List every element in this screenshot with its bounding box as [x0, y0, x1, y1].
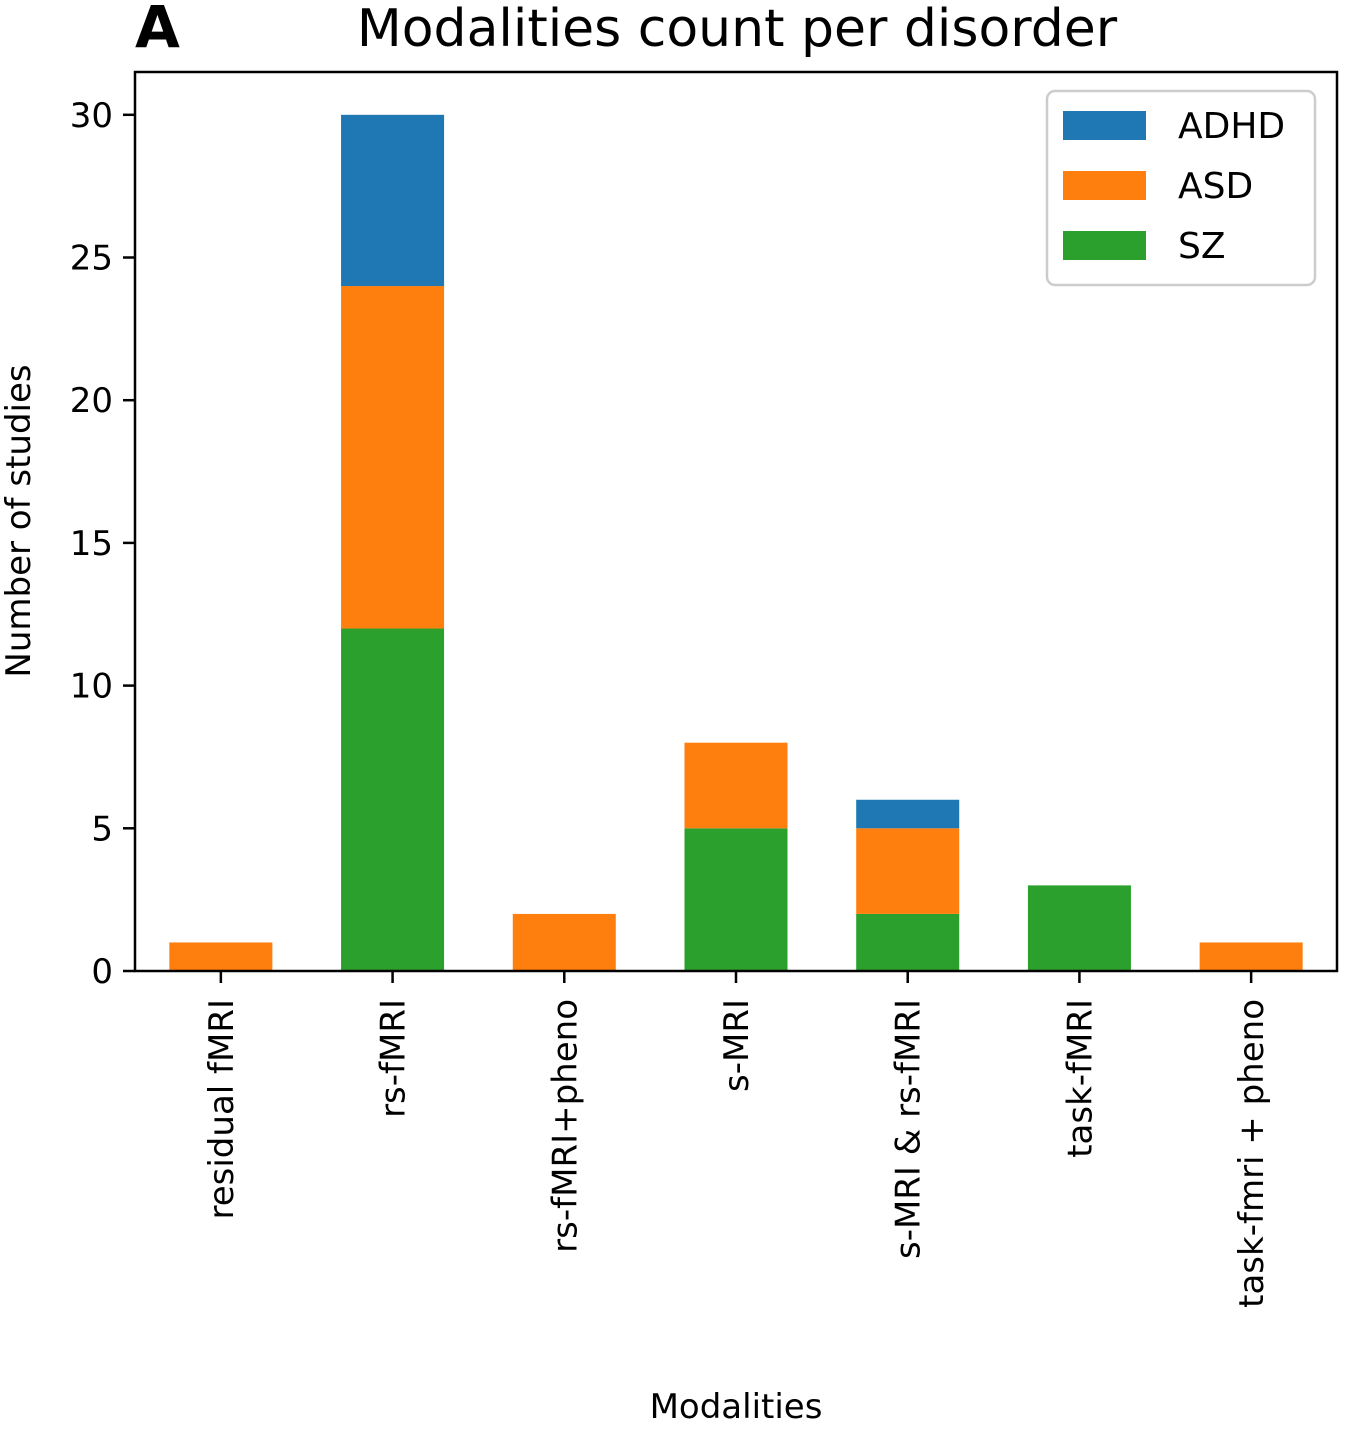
y-tick-label-7: 30 [70, 96, 113, 136]
x-tick-label-3: rs-fMRI+pheno [545, 999, 585, 1253]
chart-title: Modalities count per disorder [357, 0, 1118, 59]
y-tick-label-5: 20 [70, 381, 113, 421]
bar-asd-5 [856, 828, 960, 914]
legend-label-adhd: ADHD [1178, 106, 1285, 147]
bar-asd-7 [1199, 942, 1303, 971]
legend-label-sz: SZ [1178, 226, 1226, 267]
legend-swatch-adhd [1063, 111, 1146, 140]
bar-asd-1 [169, 942, 273, 971]
y-tick-label-4: 15 [70, 524, 113, 564]
x-tick-label-5: s-MRI & rs-fMRI [889, 999, 929, 1259]
legend: ADHD ASD SZ [1045, 89, 1317, 287]
bar-sz-4 [684, 828, 788, 971]
x-tick-label-4: s-MRI [717, 999, 757, 1092]
x-axis: residual fMRI rs-fMRI rs-fMRI+pheno s-MRI s-… [202, 971, 1272, 1308]
y-tick-label-2: 5 [91, 809, 113, 849]
bar-adhd-2 [341, 114, 445, 287]
y-tick-label-3: 10 [70, 667, 113, 707]
y-tick-label-6: 25 [70, 239, 113, 279]
bar-sz-6 [1027, 885, 1131, 971]
x-tick-label-7: task-fmri + pheno [1232, 999, 1272, 1308]
bar-asd-3 [512, 913, 616, 971]
bar-asd-2 [341, 286, 445, 629]
bar-asd-4 [684, 742, 788, 829]
y-axis: 0 5 10 15 20 25 30 [70, 96, 135, 992]
bar-adhd-5 [856, 799, 960, 829]
bar-sz-5 [856, 913, 960, 971]
panel-letter: A [135, 0, 180, 61]
x-tick-label-6: task-fMRI [1060, 999, 1100, 1158]
bar-sz-2 [341, 628, 445, 971]
legend-swatch-asd [1063, 171, 1146, 200]
x-tick-label-1: residual fMRI [202, 999, 242, 1220]
plot-frame [133, 70, 1339, 973]
y-axis-label: Number of studies [0, 364, 39, 677]
x-axis-label: Modalities [650, 1387, 823, 1427]
bars-group [169, 114, 1303, 971]
legend-swatch-sz [1063, 231, 1146, 260]
x-tick-label-2: rs-fMRI [374, 999, 414, 1118]
legend-label-asd: ASD [1178, 166, 1253, 207]
y-tick-label-1: 0 [91, 952, 113, 992]
